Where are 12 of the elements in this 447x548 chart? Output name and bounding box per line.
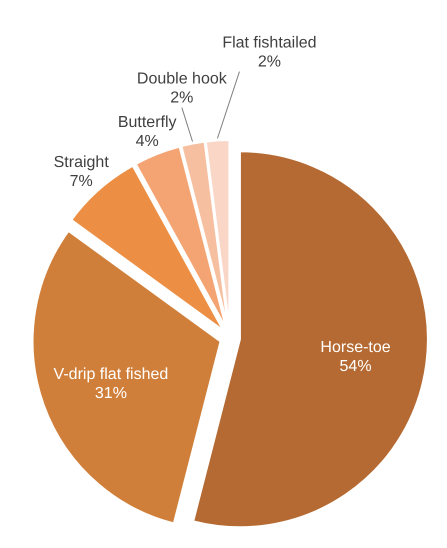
slice-label: Butterfly [118, 114, 177, 131]
data-label: 2% [170, 90, 194, 107]
slice-label: Flat fishtailed [222, 34, 317, 52]
slice-label: Double hook [136, 70, 228, 88]
data-label: 31% [94, 384, 127, 402]
data-label: 2% [258, 54, 282, 71]
data-label: 54% [340, 358, 372, 375]
data-label: 4% [136, 132, 159, 150]
slice-label: Straight [54, 154, 110, 172]
data-label: 7% [70, 173, 93, 190]
slice-label: Horse-toe [320, 338, 391, 356]
slice-label: V-drip flat fished [54, 366, 168, 383]
